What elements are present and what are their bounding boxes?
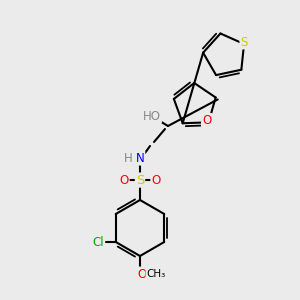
Text: O: O [202, 114, 211, 127]
Text: HO: HO [143, 110, 161, 122]
Text: O: O [137, 268, 147, 281]
Text: N: N [136, 152, 144, 164]
Text: S: S [136, 173, 144, 187]
Text: CH₃: CH₃ [146, 269, 166, 279]
Text: O: O [119, 173, 129, 187]
Text: O: O [152, 173, 160, 187]
Text: H: H [124, 152, 132, 164]
Text: S: S [240, 35, 248, 49]
Text: Cl: Cl [92, 236, 103, 248]
